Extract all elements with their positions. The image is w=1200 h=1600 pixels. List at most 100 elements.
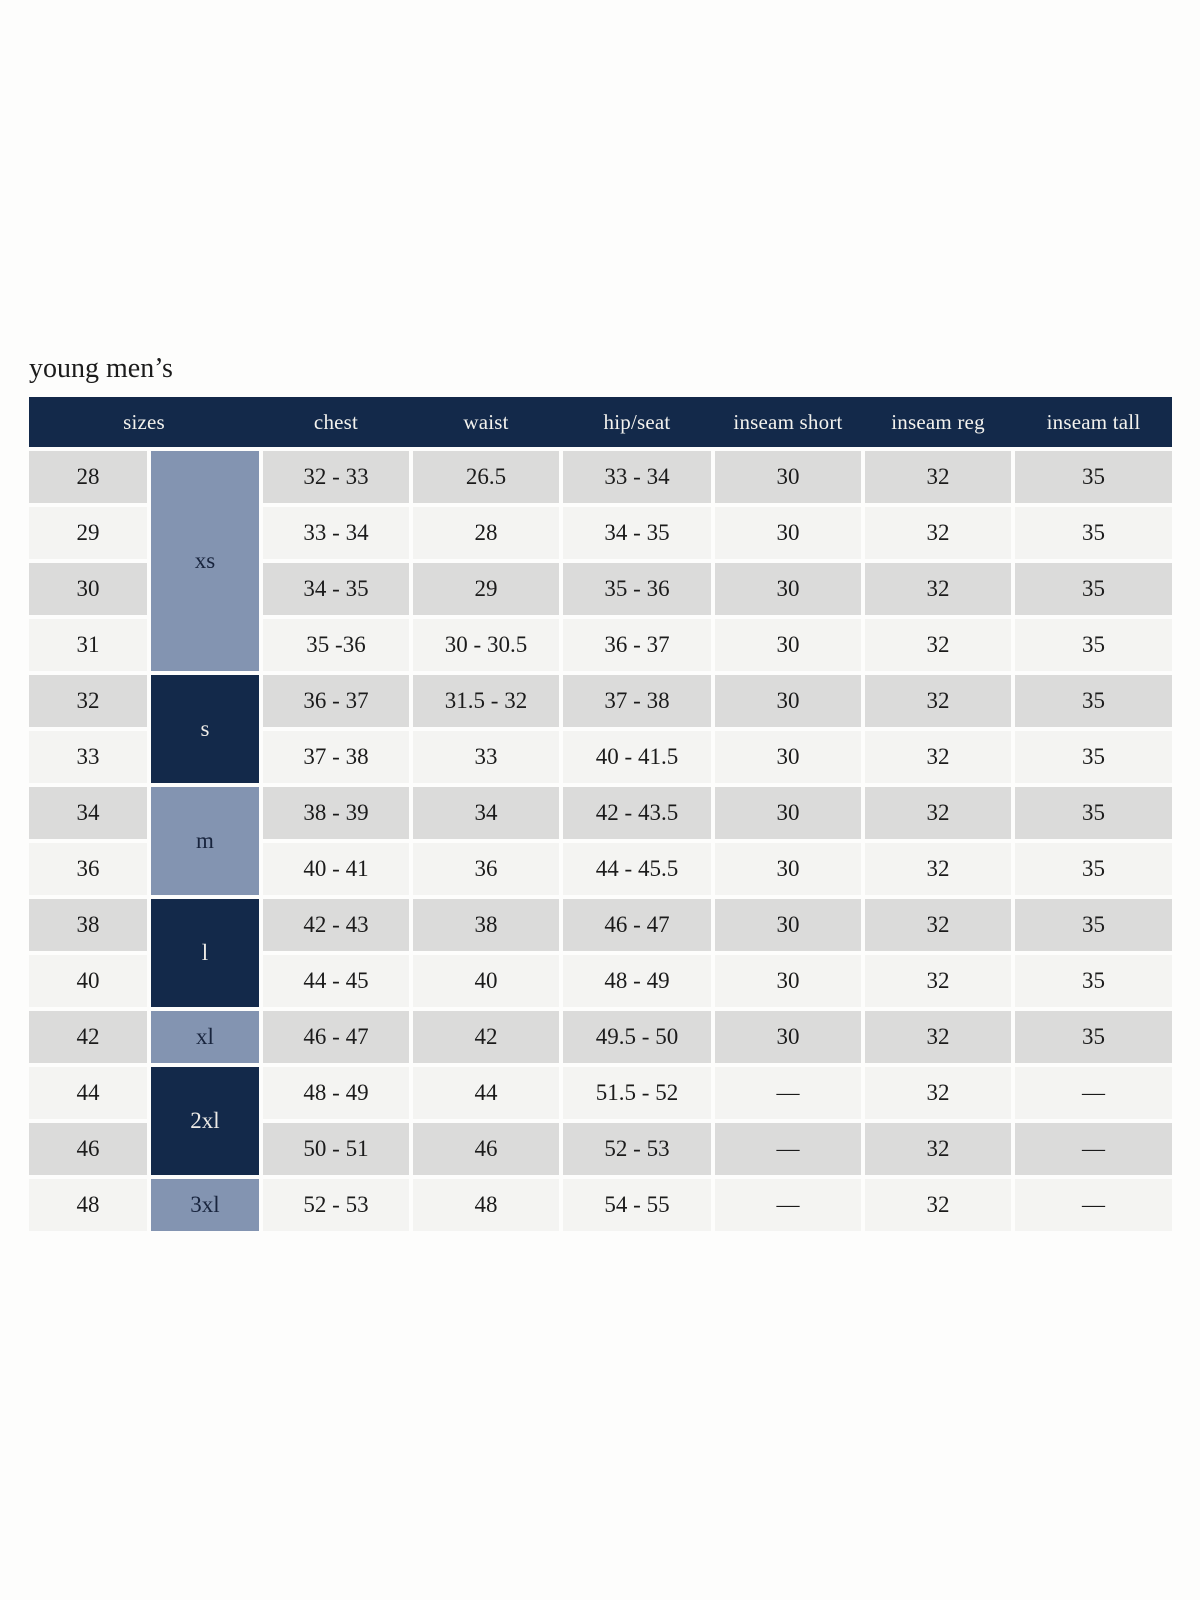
inseam-short-cell: 30	[715, 507, 861, 559]
chest-cell: 52 - 53	[263, 1179, 409, 1231]
inseam-tall-cell: 35	[1015, 899, 1172, 951]
inseam-tall-cell: 35	[1015, 731, 1172, 783]
inseam-reg-cell: 32	[865, 507, 1011, 559]
size-cell: 36	[29, 843, 147, 895]
inseam-short-cell: 30	[715, 619, 861, 671]
waist-cell: 30 - 30.5	[413, 619, 559, 671]
inseam-reg-cell: 32	[865, 1067, 1011, 1119]
inseam-reg-cell: 32	[865, 563, 1011, 615]
inseam-tall-cell: 35	[1015, 619, 1172, 671]
inseam-tall-cell: 35	[1015, 563, 1172, 615]
waist-cell: 36	[413, 843, 559, 895]
chest-cell: 50 - 51	[263, 1123, 409, 1175]
inseam-reg-cell: 32	[865, 899, 1011, 951]
hip-seat-cell: 51.5 - 52	[563, 1067, 711, 1119]
column-header-inseam-tall: inseam tall	[1046, 409, 1141, 434]
size-cell: 28	[29, 451, 147, 503]
inseam-short-cell: 30	[715, 731, 861, 783]
size-cell: 31	[29, 619, 147, 671]
hip-seat-cell: 49.5 - 50	[563, 1011, 711, 1063]
inseam-short-cell: 30	[715, 563, 861, 615]
inseam-reg-cell: 32	[865, 619, 1011, 671]
inseam-tall-cell: 35	[1015, 675, 1172, 727]
size-group-cell: xs	[151, 451, 259, 671]
waist-cell: 44	[413, 1067, 559, 1119]
size-cell: 38	[29, 899, 147, 951]
size-cell: 46	[29, 1123, 147, 1175]
inseam-tall-cell: 35	[1015, 1011, 1172, 1063]
chest-cell: 40 - 41	[263, 843, 409, 895]
inseam-short-cell: 30	[715, 899, 861, 951]
table-header-row: sizes chest waist hip/seat inseam short …	[29, 397, 1172, 447]
size-chart-page: young men’s sizes chest waist hip/seat i…	[29, 352, 1172, 1231]
waist-cell: 31.5 - 32	[413, 675, 559, 727]
hip-seat-cell: 33 - 34	[563, 451, 711, 503]
inseam-reg-cell: 32	[865, 731, 1011, 783]
chest-cell: 46 - 47	[263, 1011, 409, 1063]
size-cell: 42	[29, 1011, 147, 1063]
size-group-cell: m	[151, 787, 259, 895]
waist-cell: 29	[413, 563, 559, 615]
column-header-inseam-short: inseam short	[733, 409, 843, 434]
hip-seat-cell: 35 - 36	[563, 563, 711, 615]
inseam-short-cell: 30	[715, 843, 861, 895]
hip-seat-cell: 54 - 55	[563, 1179, 711, 1231]
page-title: young men’s	[29, 353, 173, 384]
size-group-cell: xl	[151, 1011, 259, 1063]
inseam-reg-cell: 32	[865, 675, 1011, 727]
size-cell: 32	[29, 675, 147, 727]
inseam-tall-cell: —	[1015, 1179, 1172, 1231]
size-group-cell: 3xl	[151, 1179, 259, 1231]
chest-cell: 35 -36	[263, 619, 409, 671]
size-cell: 44	[29, 1067, 147, 1119]
chest-cell: 36 - 37	[263, 675, 409, 727]
hip-seat-cell: 36 - 37	[563, 619, 711, 671]
waist-cell: 28	[413, 507, 559, 559]
inseam-short-cell: —	[715, 1179, 861, 1231]
inseam-tall-cell: 35	[1015, 955, 1172, 1007]
inseam-reg-cell: 32	[865, 451, 1011, 503]
waist-cell: 42	[413, 1011, 559, 1063]
hip-seat-cell: 40 - 41.5	[563, 731, 711, 783]
inseam-short-cell: 30	[715, 787, 861, 839]
chest-cell: 42 - 43	[263, 899, 409, 951]
inseam-tall-cell: 35	[1015, 787, 1172, 839]
inseam-short-cell: 30	[715, 675, 861, 727]
chest-cell: 34 - 35	[263, 563, 409, 615]
hip-seat-cell: 46 - 47	[563, 899, 711, 951]
hip-seat-cell: 44 - 45.5	[563, 843, 711, 895]
waist-cell: 33	[413, 731, 559, 783]
column-header-chest: chest	[313, 409, 359, 434]
column-header-waist: waist	[463, 409, 509, 434]
waist-cell: 48	[413, 1179, 559, 1231]
inseam-reg-cell: 32	[865, 787, 1011, 839]
inseam-reg-cell: 32	[865, 1123, 1011, 1175]
waist-cell: 38	[413, 899, 559, 951]
hip-seat-cell: 34 - 35	[563, 507, 711, 559]
inseam-short-cell: 30	[715, 451, 861, 503]
inseam-short-cell: —	[715, 1067, 861, 1119]
inseam-reg-cell: 32	[865, 955, 1011, 1007]
inseam-tall-cell: —	[1015, 1067, 1172, 1119]
waist-cell: 46	[413, 1123, 559, 1175]
size-cell: 34	[29, 787, 147, 839]
inseam-short-cell: 30	[715, 1011, 861, 1063]
chest-cell: 44 - 45	[263, 955, 409, 1007]
hip-seat-cell: 52 - 53	[563, 1123, 711, 1175]
size-group-cell: s	[151, 675, 259, 783]
size-cell: 30	[29, 563, 147, 615]
table-body: 28 32 - 33 26.5 33 - 34 30 32 35 29 33 - 34 28 34 …	[29, 451, 1172, 1231]
size-group-cell: 2xl	[151, 1067, 259, 1175]
inseam-tall-cell: 35	[1015, 507, 1172, 559]
chest-cell: 37 - 38	[263, 731, 409, 783]
size-cell: 48	[29, 1179, 147, 1231]
chest-cell: 48 - 49	[263, 1067, 409, 1119]
chest-cell: 38 - 39	[263, 787, 409, 839]
column-header-inseam-reg: inseam reg	[891, 409, 985, 434]
size-cell: 29	[29, 507, 147, 559]
hip-seat-cell: 48 - 49	[563, 955, 711, 1007]
size-cell: 40	[29, 955, 147, 1007]
hip-seat-cell: 42 - 43.5	[563, 787, 711, 839]
size-cell: 33	[29, 731, 147, 783]
hip-seat-cell: 37 - 38	[563, 675, 711, 727]
